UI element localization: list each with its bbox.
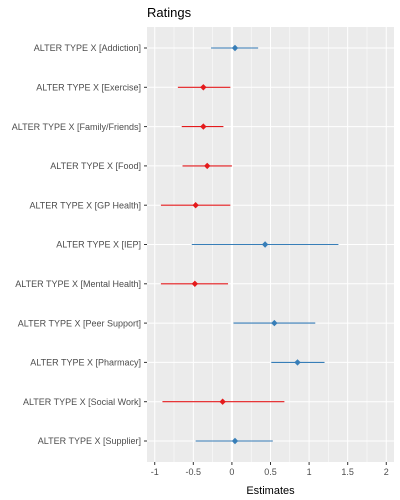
x-axis-ticks: -1 -0.5 0 0.5 1 1.5 2 — [151, 462, 389, 477]
x-tick-label: 0 — [229, 467, 234, 477]
category-label: ALTER TYPE X [Mental Health] — [15, 279, 141, 289]
category-label: ALTER TYPE X [Addiction] — [34, 43, 141, 53]
chart-title: Ratings — [147, 5, 192, 20]
category-label: ALTER TYPE X [Supplier] — [38, 436, 141, 446]
estimate-point — [231, 437, 239, 445]
estimate-point — [192, 202, 199, 209]
x-tick-label: -1 — [151, 467, 159, 477]
category-label: ALTER TYPE X [Pharmacy] — [30, 358, 141, 368]
category-label: ALTER TYPE X [GP Health] — [29, 200, 141, 210]
estimates — [160, 44, 339, 445]
estimate-point — [191, 280, 199, 287]
estimate-point — [231, 44, 239, 52]
x-tick-label: 2 — [384, 467, 389, 477]
x-tick-label: 0.5 — [264, 467, 277, 477]
category-label: ALTER TYPE X [IEP] — [56, 240, 141, 250]
category-label: ALTER TYPE X [Family/Friends] — [12, 122, 141, 132]
x-tick-label: 1 — [307, 467, 312, 477]
category-label: ALTER TYPE X [Food] — [50, 161, 141, 171]
category-label: ALTER TYPE X [Exercise] — [36, 83, 141, 93]
estimate-point — [200, 123, 207, 130]
estimate-point — [294, 359, 301, 366]
category-label: ALTER TYPE X [Social Work] — [23, 397, 141, 407]
category-labels: ALTER TYPE X [Addiction] ALTER TYPE X [Ex… — [12, 43, 147, 446]
estimate-point — [219, 398, 226, 405]
x-tick-label: 1.5 — [341, 467, 354, 477]
x-tick-label: -0.5 — [186, 467, 202, 477]
estimate-point — [204, 162, 211, 170]
x-axis-title: Estimates — [246, 485, 295, 497]
estimate-point — [271, 319, 278, 327]
estimate-point — [261, 241, 269, 248]
estimate-point — [200, 84, 207, 91]
category-label: ALTER TYPE X [Peer Support] — [18, 318, 141, 328]
